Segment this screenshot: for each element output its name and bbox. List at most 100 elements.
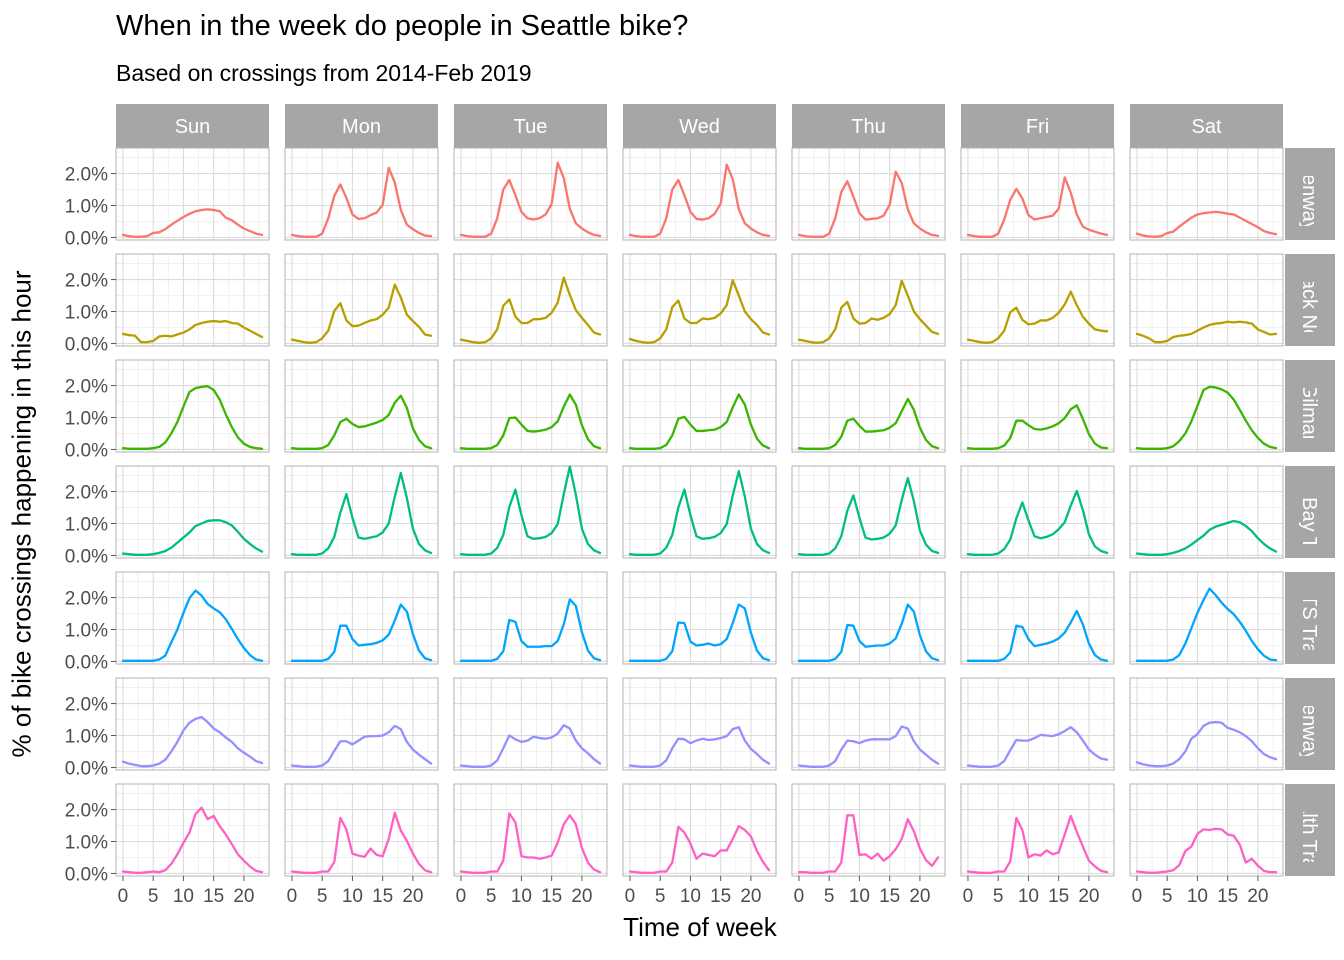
y-tick-label: 0.0% [65,440,108,461]
facet-strip-bg [1130,104,1283,148]
series-line [797,170,940,238]
x-tick-label: 5 [993,886,1004,907]
facet-strip-label: Wed [679,116,720,138]
series-line [121,806,264,874]
facet-strip-label: Sun [175,116,211,138]
series-line [1135,519,1278,556]
panel-border [453,359,608,453]
x-tick-label: 0 [625,886,636,907]
y-tick-label: 2.0% [65,271,108,292]
panel-border [284,677,439,771]
panel-r5-thu [791,571,946,665]
series-line [628,603,771,662]
panel-border [453,147,608,241]
y-tick-label: 2.0% [65,377,108,398]
x-tick-label: 20 [402,886,423,907]
series-line [628,393,771,450]
panel-border [453,677,608,771]
series-line [1135,210,1278,238]
panel-border [960,359,1115,453]
facet-strip-bg [1285,678,1335,770]
facet-strip-row-5: MTS Trai [1285,572,1335,664]
x-tick-label: 10 [849,886,870,907]
series-line [797,476,940,556]
chart-title: When in the week do people in Seattle bi… [116,10,689,42]
panel-border [1129,359,1284,453]
facet-strip-fri: Fri [961,104,1114,148]
panel-border [791,147,946,241]
panel-r7-sat [1129,783,1284,877]
x-tick-label: 0 [963,886,974,907]
x-tick-label: 20 [1247,886,1268,907]
y-tick-label: 0.0% [65,758,108,779]
panel-border [791,571,946,665]
facet-strip-row-3: e Gilman [1285,360,1335,452]
facet-strip-label: ot Bay T [1298,475,1320,549]
facet-strip-bg [1285,360,1335,452]
panel-r1-sun [115,147,270,241]
panel-r1-sat [1129,147,1284,241]
y-tick-label: 1.0% [65,197,108,218]
panel-border [960,465,1115,559]
series-line [290,394,433,450]
series-line [121,319,264,344]
facet-strip-bg [116,104,269,148]
y-tick-label: 0.0% [65,652,108,673]
y-tick-label: 1.0% [65,303,108,324]
x-tick-label: 15 [203,886,224,907]
panel-border [115,253,270,347]
panel-r2-thu [791,253,946,347]
series-line [1135,827,1278,874]
panel-r3-sat [1129,359,1284,453]
x-tick-label: 5 [1162,886,1173,907]
panel-border [791,359,946,453]
panel-r2-sat [1129,253,1284,347]
panel-r6-sun [115,677,270,771]
panel-border [622,571,777,665]
y-tick-label: 1.0% [65,515,108,536]
panel-border [960,253,1115,347]
panel-border [1129,465,1284,559]
panel-border [791,465,946,559]
panel-r2-fri [960,253,1115,347]
series-line [290,811,433,874]
panel-r4-sat [1129,465,1284,559]
panel-border [960,677,1115,771]
x-tick-label: 20 [909,886,930,907]
panel-r1-wed [622,147,777,241]
series-line [121,385,264,450]
series-line [1135,385,1278,450]
x-tick-label: 15 [1217,886,1238,907]
series-line [628,726,771,768]
facet-strip-label: Track No [1298,260,1320,340]
panel-r2-tue [453,253,608,347]
panel-r3-mon [284,359,439,453]
series-line [966,814,1109,874]
series-line [1135,720,1278,768]
series-line [966,726,1109,768]
facet-strip-label: Tue [514,116,548,138]
panel-r7-tue [453,783,608,877]
panel-border [284,783,439,877]
facet-strip-row-4: ot Bay T [1285,466,1335,558]
series-line [459,724,602,768]
series-line [1135,320,1278,344]
series-line [290,283,433,344]
facet-strip-bg [1285,148,1335,240]
y-tick-label: 1.0% [65,727,108,748]
y-tick-label: 1.0% [65,833,108,854]
panel-r1-thu [791,147,946,241]
panel-r6-tue [453,677,608,771]
facet-strip-mon: Mon [285,104,438,148]
series-line [290,471,433,556]
panel-border [284,359,439,453]
panel-border [622,147,777,241]
series-line [966,489,1109,556]
series-line [966,290,1109,344]
series-line [121,589,264,662]
series-line [797,725,940,768]
facet-strip-label: Sat [1191,116,1221,138]
panel-r5-sun [115,571,270,665]
panel-r7-wed [622,783,777,877]
